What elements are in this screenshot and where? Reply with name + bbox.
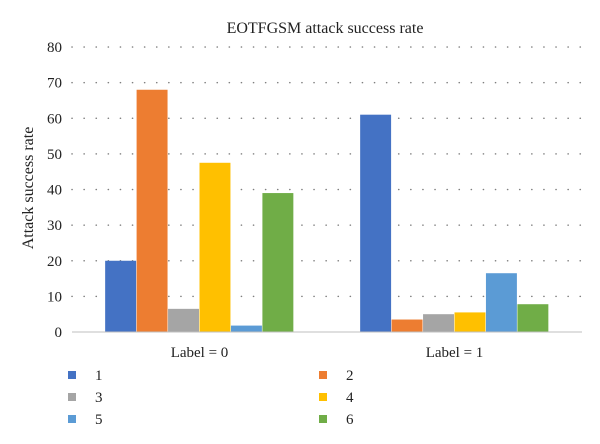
category-label: Label = 0 <box>171 345 229 361</box>
legend-label: 3 <box>95 390 103 406</box>
legend-swatch <box>319 393 327 401</box>
legend-swatch <box>319 415 327 423</box>
legend-swatch <box>68 371 76 379</box>
y-tick-labels: 0 10 20 30 40 50 60 70 80 <box>47 40 62 341</box>
y-axis-label: Attack success rate <box>20 127 37 250</box>
legend-swatch <box>319 371 327 379</box>
bar-series-6-1 <box>262 193 294 332</box>
bar-series-4-1 <box>199 162 231 332</box>
y-tick-label: 70 <box>47 76 62 92</box>
bar-series-2-1 <box>136 89 168 332</box>
legend-swatch <box>68 415 76 423</box>
bar-series-4-2 <box>454 312 486 332</box>
bar-series-1-2 <box>360 114 392 332</box>
legend-label: 4 <box>346 390 354 406</box>
bar-series-6-2 <box>517 304 549 332</box>
legend-label: 2 <box>346 368 354 384</box>
legend: 1 2 3 4 5 6 <box>68 368 354 428</box>
bar-series-1-1 <box>105 260 137 332</box>
bar-series-2-2 <box>391 319 423 332</box>
y-tick-label: 10 <box>47 289 62 305</box>
y-tick-label: 40 <box>47 183 62 199</box>
bar-series-5-1 <box>230 325 262 332</box>
y-tick-label: 80 <box>47 40 62 56</box>
legend-label: 5 <box>95 412 103 428</box>
y-tick-label: 50 <box>47 147 62 163</box>
y-tick-label: 60 <box>47 111 62 127</box>
legend-label: 6 <box>346 412 354 428</box>
y-tick-label: 0 <box>55 325 63 341</box>
category-labels: Label = 0 Label = 1 <box>171 345 484 361</box>
y-tick-label: 30 <box>47 218 62 234</box>
bar-series-3-2 <box>423 314 454 332</box>
legend-swatch <box>68 393 76 401</box>
chart-title: EOTFGSM attack success rate <box>227 20 424 37</box>
bar-series-3-1 <box>168 308 199 332</box>
legend-label: 1 <box>95 368 103 384</box>
category-label: Label = 1 <box>426 345 484 361</box>
y-tick-label: 20 <box>47 254 62 270</box>
bars <box>105 89 549 332</box>
bar-series-5-2 <box>485 273 517 332</box>
